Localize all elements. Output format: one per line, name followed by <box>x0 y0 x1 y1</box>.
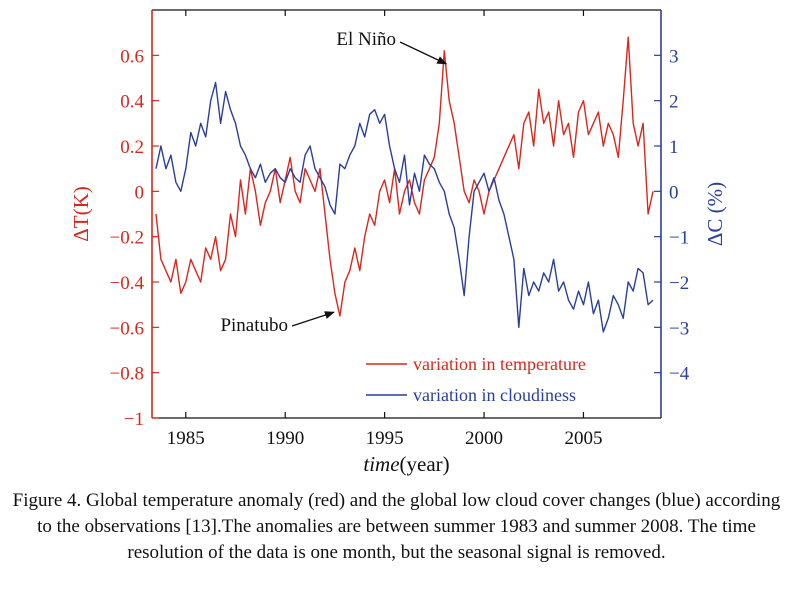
x-axis-label-unit: (year) <box>400 452 450 476</box>
x-tick-label: 2000 <box>465 428 503 449</box>
dual-axis-line-chart: 1985 1990 1995 2000 2005 −1 −0.8 −0.6 −0.4 −0.2 0 0… <box>69 9 727 476</box>
legend: variation in temperature variation in cl… <box>366 354 586 405</box>
x-tick-label: 1990 <box>266 428 304 449</box>
series-line-temperature <box>155 36 654 317</box>
x-tick-label: 2005 <box>564 428 602 449</box>
y-tick-label: 0.2 <box>120 137 144 158</box>
x-axis-label: time(year) <box>363 452 449 476</box>
legend-label-temperature: variation in temperature <box>413 354 586 374</box>
y-tick-label: −0.6 <box>110 318 144 339</box>
annotation-arrow-el-nino <box>399 41 448 65</box>
x-tick-label: 1985 <box>167 428 205 449</box>
y2-tick-label: 3 <box>669 46 679 67</box>
y-tick-label: −0.4 <box>110 273 145 294</box>
legend-label-cloudiness: variation in cloudiness <box>413 385 576 405</box>
x-axis-label-time: time <box>363 452 399 476</box>
x-tick-label: 1995 <box>366 428 404 449</box>
y-tick-label: 0.6 <box>120 46 144 67</box>
annotation-el-nino: El Niño <box>336 29 396 50</box>
y-tick-label: −1 <box>124 409 144 430</box>
y2-tick-label: −1 <box>669 228 689 249</box>
y2-tick-label: −3 <box>669 318 689 339</box>
annotation-arrow-pinatubo <box>291 311 335 327</box>
y-axis-label-temperature: ΔT(K) <box>69 186 93 241</box>
y2-tick-label: 0 <box>669 182 679 203</box>
y2-axis-label-cloudiness: ΔC (%) <box>703 182 727 246</box>
y-tick-label: 0.4 <box>120 92 144 113</box>
y2-tick-label: 2 <box>669 92 679 113</box>
y-tick-label: −0.8 <box>110 364 144 385</box>
series-line-cloudiness <box>155 81 654 333</box>
y-tick-label: 0 <box>135 182 145 203</box>
y2-tick-label: 1 <box>669 137 679 158</box>
figure-caption: Figure 4. Global temperature anomaly (re… <box>12 490 781 563</box>
annotation-pinatubo: Pinatubo <box>220 315 288 336</box>
y2-tick-label: −4 <box>669 364 690 385</box>
y2-tick-label: −2 <box>669 273 689 294</box>
y-tick-label: −0.2 <box>110 228 144 249</box>
